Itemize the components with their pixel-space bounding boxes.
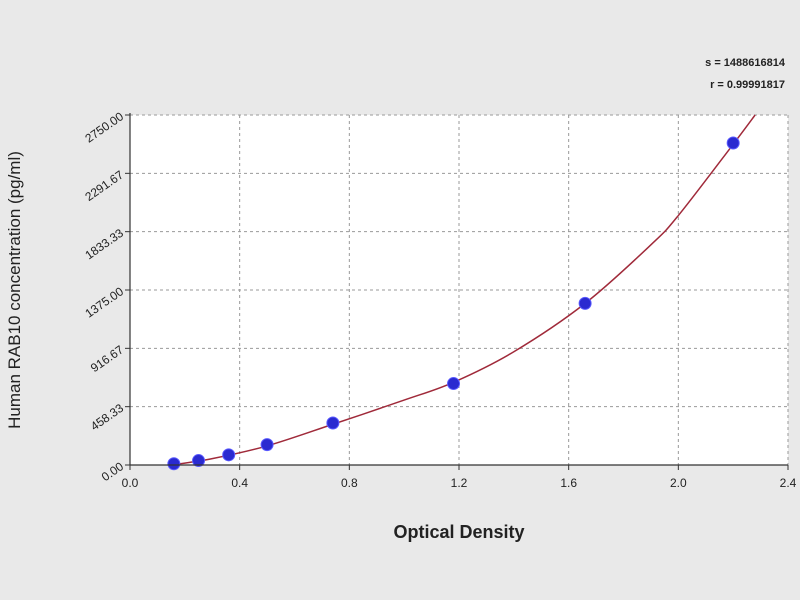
data-points-layer [167,136,740,471]
x-tick-label: 0.4 [231,476,248,490]
x-tick-label: 0.0 [122,476,139,490]
stats-line-1: s = 1488616814 [705,57,786,69]
x-axis-label: Optical Density [393,522,524,542]
x-axis-ticks: 0.0 0.4 0.8 1.2 1.6 2.0 2.4 [122,465,797,490]
y-axis-label: Human RAB10 concentration (pg/ml) [5,151,24,429]
x-tick-label: 2.0 [670,476,687,490]
data-point [192,454,206,468]
grid-lines [130,114,789,465]
stats-line-2: r = 0.99991817 [710,79,785,91]
data-point [578,296,592,310]
x-tick-label: 2.4 [780,476,797,490]
data-point [260,438,274,452]
x-tick-label: 0.8 [341,476,358,490]
data-point [326,416,340,430]
data-point [222,448,236,462]
x-tick-label: 1.2 [451,476,468,490]
data-point [447,377,461,391]
data-point [726,136,740,150]
data-point [167,457,181,471]
x-tick-label: 1.6 [560,476,577,490]
